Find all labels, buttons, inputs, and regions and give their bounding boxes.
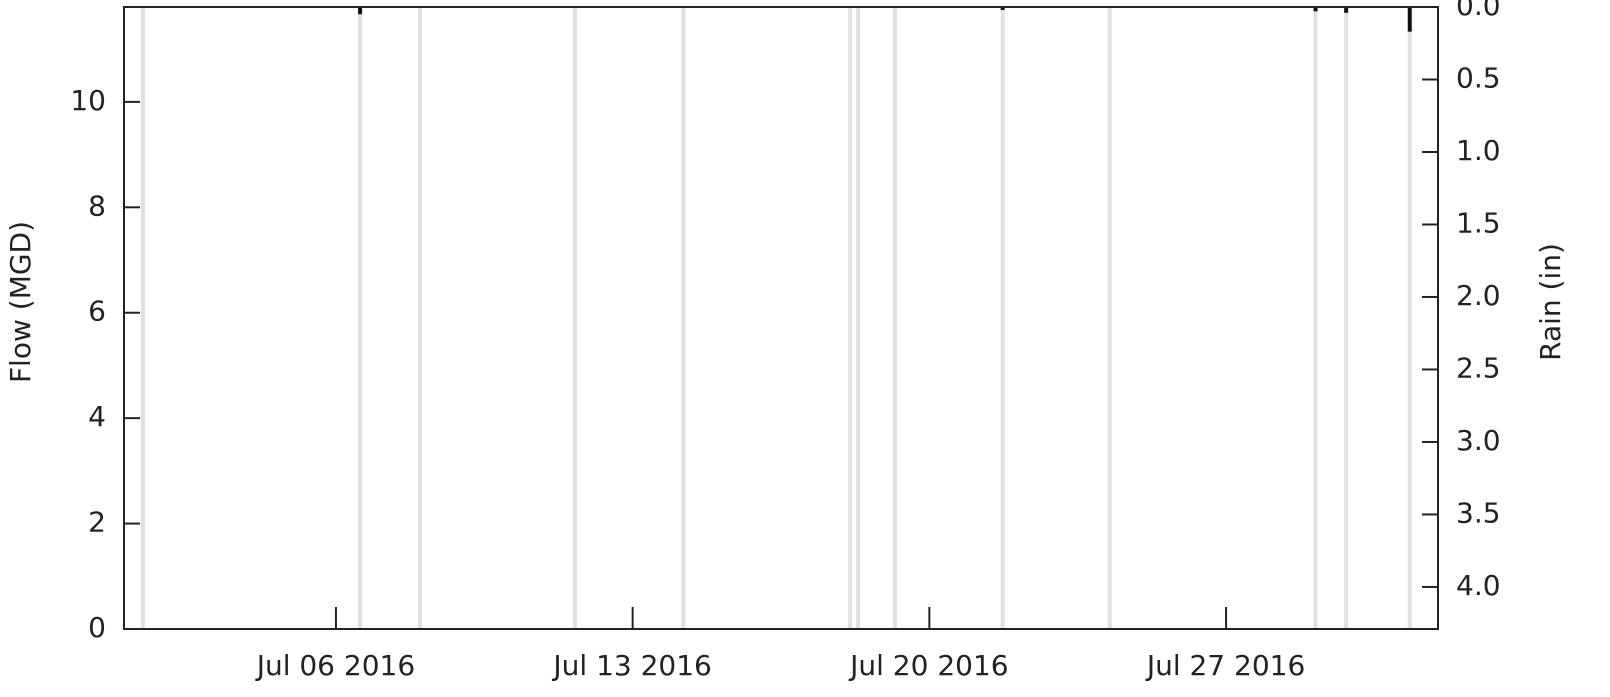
x-tick-label: Jul 13 2016 [551, 649, 711, 682]
y-tick-label: 4 [88, 400, 106, 433]
y-tick-label: 0 [88, 611, 106, 644]
y2-tick-label: 3.0 [1456, 424, 1501, 457]
rain-bar [1000, 7, 1005, 10]
rain-bar [1313, 7, 1318, 12]
y2-tick-label: 3.5 [1456, 496, 1501, 529]
rain-bar [1344, 7, 1349, 13]
rain-bar [358, 7, 363, 15]
y2-tick-label: 0.0 [1456, 0, 1501, 22]
y2-tick-label: 1.0 [1456, 134, 1501, 167]
y2-axis-label: Rain (in) [1534, 243, 1567, 361]
y-tick-label: 8 [88, 189, 106, 222]
rain-bar [1407, 7, 1412, 32]
y2-tick-label: 0.5 [1456, 61, 1501, 94]
x-tick-label: Jul 06 2016 [255, 649, 415, 682]
y-tick-label: 6 [88, 295, 106, 328]
y-axis-label: Flow (MGD) [4, 221, 37, 383]
y2-tick-label: 2.0 [1456, 279, 1501, 312]
y2-tick-label: 4.0 [1456, 569, 1501, 602]
y2-tick-label: 2.5 [1456, 351, 1501, 384]
y-tick-label: 10 [70, 84, 106, 117]
x-tick-label: Jul 27 2016 [1145, 649, 1305, 682]
y-tick-label: 2 [88, 506, 106, 539]
plot-frame [123, 6, 1439, 630]
x-tick-label: Jul 20 2016 [848, 649, 1008, 682]
y2-tick-label: 1.5 [1456, 206, 1501, 239]
